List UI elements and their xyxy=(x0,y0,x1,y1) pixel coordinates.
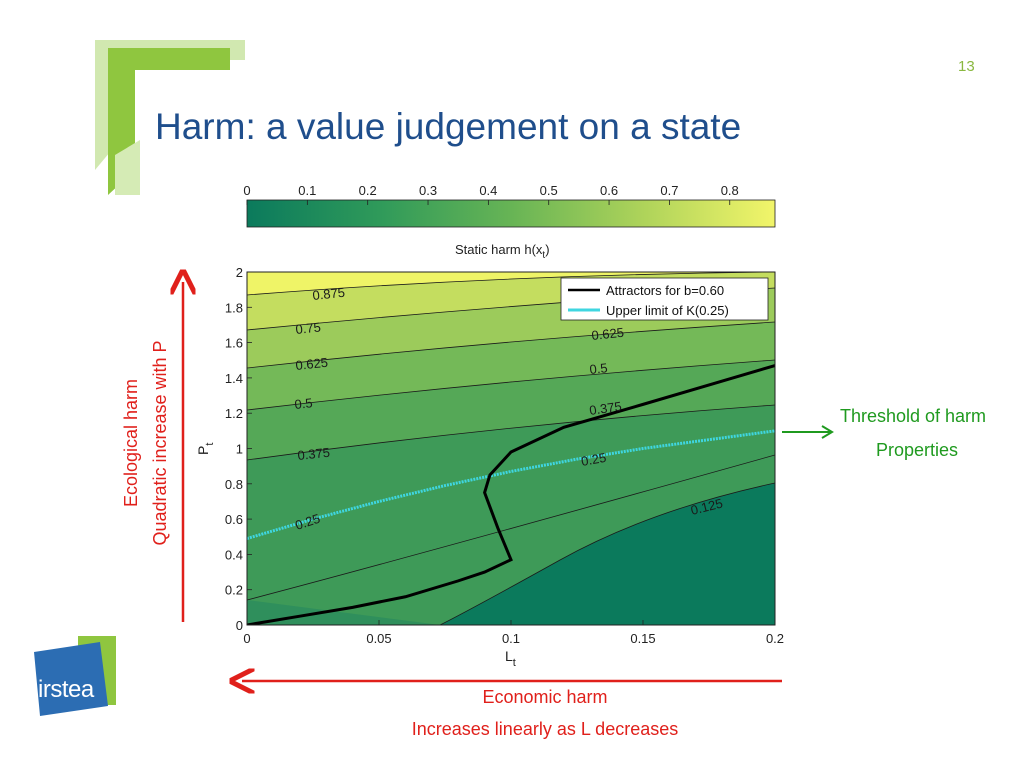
contour-label: 0.25 xyxy=(293,511,322,533)
contour-labels: 0.875 0.75 0.625 0.5 0.375 0.25 0.125 0.… xyxy=(293,285,724,533)
contour-label: 0.25 xyxy=(580,450,608,469)
contour-band-3 xyxy=(247,360,775,460)
colorbar-tick-label: 0.6 xyxy=(600,183,618,198)
series-upper-limit xyxy=(247,429,775,540)
slide-title: Harm: a value judgement on a state xyxy=(155,106,742,147)
corner-decoration xyxy=(95,40,245,195)
colorbar-gradient xyxy=(246,199,776,228)
legend: Attractors for b=0.60 Upper limit of K(0… xyxy=(560,277,769,321)
legend-box xyxy=(560,277,769,321)
contour-label: 0.75 xyxy=(295,319,322,337)
contour-line-0375 xyxy=(247,404,775,461)
colorbar-tick-labels: 0 0.1 0.2 0.3 0.4 0.5 0.6 0.7 0.8 xyxy=(243,183,738,198)
contour-label: 0.5 xyxy=(589,360,609,377)
annotation-economic-harm: Economic harm xyxy=(482,687,607,707)
bottom-annotation: Economic harm Increases linearly as L de… xyxy=(412,687,678,739)
contour-label: 0.625 xyxy=(295,355,329,373)
x-tick-label: 0.1 xyxy=(502,631,520,646)
annotation-quadratic-increase: Quadratic increase with P xyxy=(150,340,170,545)
colorbar-tick-label: 0.4 xyxy=(479,183,497,198)
colorbar: 0 0.1 0.2 0.3 0.4 0.5 0.6 0.7 0.8 Static harm h(… xyxy=(243,183,776,261)
contour-label: 0.5 xyxy=(294,395,314,412)
legend-label-attractors: Attractors for b=0.60 xyxy=(606,283,724,298)
y-tick-label: 0.4 xyxy=(225,547,243,562)
logo-text: irstea xyxy=(38,676,94,703)
contour-line-0125 xyxy=(439,482,775,625)
y-tick-label: 0.2 xyxy=(225,583,243,598)
x-axis-tick-labels: 0 0.05 0.1 0.15 0.2 xyxy=(243,631,784,646)
x-tick-label: 0 xyxy=(243,631,250,646)
annotation-ecological-harm: Ecological harm xyxy=(121,379,141,507)
colorbar-label: Static harm h(xt) xyxy=(455,242,550,261)
y-tick-label: 1.2 xyxy=(225,406,243,421)
slide-number: 13 xyxy=(958,58,975,75)
right-annotation: Threshold of harm Properties xyxy=(840,406,986,460)
contour-label: 0.625 xyxy=(591,325,625,343)
y-axis-label: Pt xyxy=(195,443,216,455)
x-tick-label: 0.15 xyxy=(630,631,655,646)
y-tick-label: 1.4 xyxy=(225,371,243,386)
colorbar-tick-label: 0.1 xyxy=(298,183,316,198)
colorbar-tick-label: 0.3 xyxy=(419,183,437,198)
contour-label: 0.375 xyxy=(588,399,622,418)
x-tick-label: 0.05 xyxy=(366,631,391,646)
contour-line-0875 xyxy=(247,272,775,296)
contour-band-7 xyxy=(247,272,775,295)
contour-band-2 xyxy=(247,405,775,625)
contour-label: 0.375 xyxy=(297,445,331,463)
colorbar-tick-label: 0.7 xyxy=(660,183,678,198)
colorbar-tick-label: 0.5 xyxy=(540,183,558,198)
x-axis-ticks xyxy=(246,620,776,625)
y-tick-label: 1.8 xyxy=(225,300,243,315)
annotation-threshold: Threshold of harm xyxy=(840,406,986,426)
contour-line-05 xyxy=(247,359,775,411)
contour-line-025 xyxy=(247,454,775,601)
colorbar-tick-label: 0.8 xyxy=(721,183,739,198)
contour-lines xyxy=(247,272,775,625)
y-axis-ticks xyxy=(247,271,252,626)
y-tick-label: 2 xyxy=(236,265,243,280)
contour-label: 0.875 xyxy=(312,285,346,303)
y-axis-tick-labels: 0 0.2 0.4 0.6 0.8 1 1.2 1.4 1.6 1.8 2 xyxy=(225,265,243,633)
contour-band-4 xyxy=(247,322,775,410)
colorbar-ticks xyxy=(246,200,731,205)
irstea-logo xyxy=(34,636,116,716)
left-annotation: Ecological harm Quadratic increase with … xyxy=(121,340,170,545)
annotation-linear-decrease: Increases linearly as L decreases xyxy=(412,719,678,739)
y-tick-label: 0 xyxy=(236,618,243,633)
contour-line-0625 xyxy=(247,321,775,369)
y-tick-label: 1 xyxy=(236,442,243,457)
colorbar-tick-label: 0.2 xyxy=(359,183,377,198)
annotation-properties: Properties xyxy=(876,440,958,460)
series-attractors xyxy=(247,364,775,625)
x-tick-label: 0.2 xyxy=(766,631,784,646)
y-tick-label: 0.6 xyxy=(225,512,243,527)
y-tick-label: 0.8 xyxy=(225,477,243,492)
y-tick-label: 1.6 xyxy=(225,336,243,351)
threshold-arrow xyxy=(782,425,834,439)
x-axis-label: Lt xyxy=(505,648,516,669)
legend-label-upper-limit: Upper limit of K(0.25) xyxy=(606,303,729,318)
colorbar-tick-label: 0 xyxy=(243,183,250,198)
